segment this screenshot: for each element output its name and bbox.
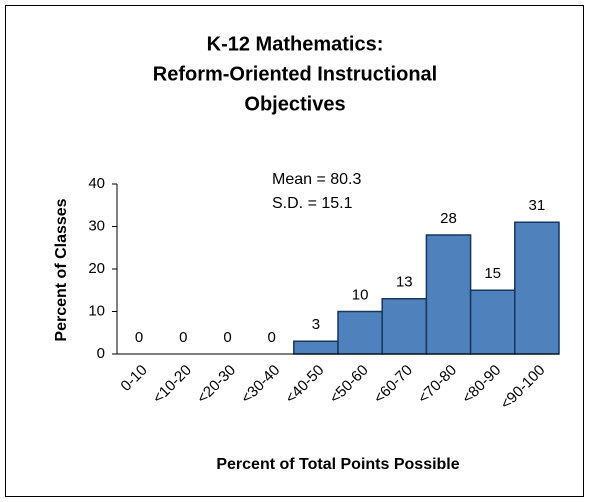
x-axis-title: Percent of Total Points Possible bbox=[216, 456, 459, 473]
data-label: 3 bbox=[312, 316, 320, 333]
data-label: 28 bbox=[440, 210, 457, 227]
annotation: S.D. = 15.1 bbox=[272, 195, 353, 212]
bar bbox=[381, 298, 428, 355]
y-tick-label: 10 bbox=[88, 302, 105, 319]
chart-title: Reform-Oriented Instructional bbox=[153, 63, 437, 85]
data-label: 13 bbox=[396, 274, 413, 291]
data-label: 15 bbox=[484, 265, 501, 282]
chart-border bbox=[5, 5, 584, 497]
bar bbox=[514, 221, 560, 355]
data-label: 31 bbox=[529, 197, 546, 214]
chart-title: Objectives bbox=[244, 93, 345, 115]
annotation: Mean = 80.3 bbox=[272, 171, 362, 188]
data-label: 0 bbox=[135, 329, 143, 346]
bar bbox=[469, 289, 516, 355]
bar bbox=[425, 234, 472, 355]
y-tick-label: 20 bbox=[88, 260, 105, 277]
data-label: 0 bbox=[223, 329, 231, 346]
y-tick-label: 40 bbox=[88, 175, 105, 192]
data-label: 0 bbox=[268, 329, 276, 346]
bar bbox=[337, 310, 383, 355]
y-tick-label: 30 bbox=[88, 217, 105, 234]
y-axis-title: Percent of Classes bbox=[53, 198, 70, 341]
data-label: 10 bbox=[352, 286, 369, 303]
data-label: 0 bbox=[179, 329, 187, 346]
y-tick-label: 0 bbox=[97, 345, 105, 362]
bar bbox=[293, 340, 339, 355]
chart-title: K-12 Mathematics: bbox=[207, 33, 384, 55]
